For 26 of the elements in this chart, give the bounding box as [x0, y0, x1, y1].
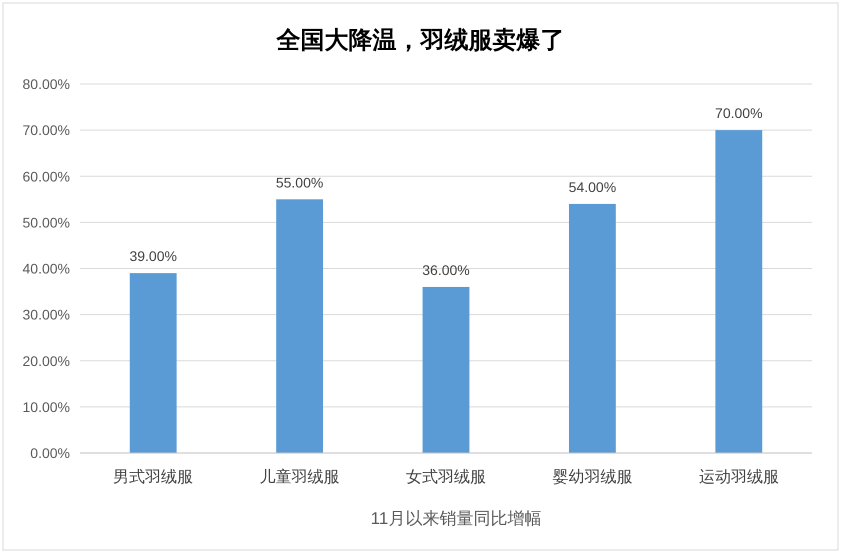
data-label: 36.00%	[422, 262, 470, 278]
data-label: 55.00%	[276, 174, 324, 190]
bar	[422, 286, 470, 453]
y-tick-label: 20.00%	[22, 352, 70, 369]
bar	[276, 199, 324, 453]
y-tick-label: 70.00%	[22, 122, 70, 138]
data-label: 39.00%	[129, 248, 177, 264]
x-tick-label: 女式羽绒服	[406, 468, 486, 486]
x-tick-label: 儿童羽绒服	[260, 468, 340, 486]
y-tick-label: 30.00%	[22, 306, 70, 323]
x-tick-label: 婴幼羽绒服	[552, 468, 632, 486]
y-tick-label: 10.00%	[22, 398, 70, 415]
bar	[715, 130, 762, 453]
bar	[130, 273, 177, 453]
bar	[568, 204, 616, 453]
x-tick-label: 男式羽绒服	[113, 468, 194, 486]
data-label: 54.00%	[568, 178, 616, 195]
y-tick-label: 50.00%	[22, 214, 70, 230]
x-tick-label: 运动羽绒服	[698, 468, 779, 486]
y-tick-label: 60.00%	[22, 168, 70, 184]
chart-title: 全国大降温，羽绒服卖爆了	[276, 27, 564, 54]
data-label: 70.00%	[715, 105, 763, 122]
y-tick-label: 80.00%	[22, 76, 70, 92]
x-axis-title: 11月以来销量同比增幅	[370, 509, 542, 528]
y-tick-label: 40.00%	[22, 260, 70, 276]
y-tick-label: 0.00%	[30, 445, 70, 461]
